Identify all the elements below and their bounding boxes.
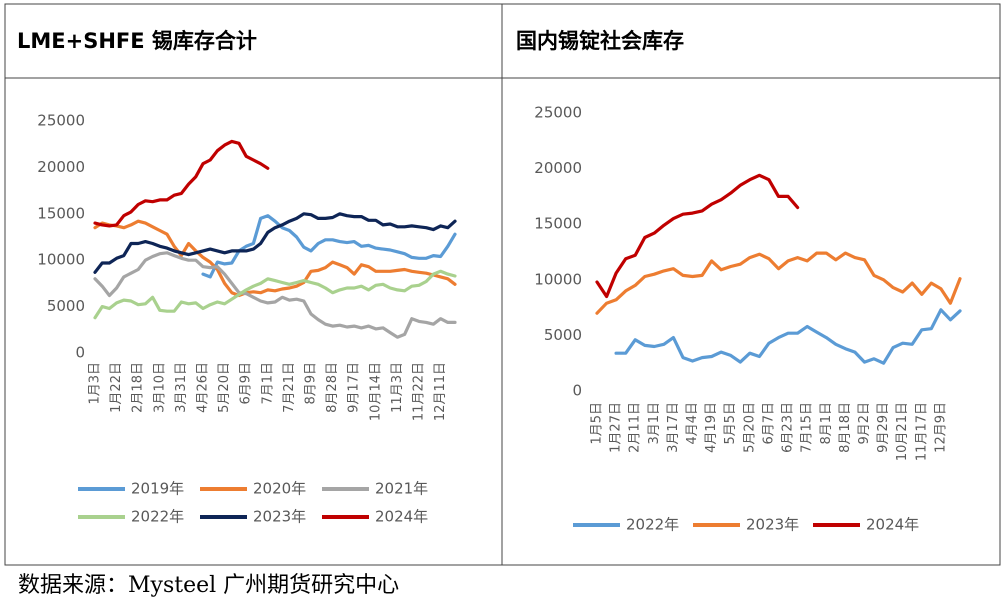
series-line xyxy=(93,139,270,228)
x-tick-label: 3月1日 xyxy=(647,402,662,445)
series-line xyxy=(595,173,800,299)
y-tick-label: 25000 xyxy=(37,112,85,130)
x-tick-label: 8月9日 xyxy=(304,362,319,405)
legend-label: 2020年 xyxy=(253,480,306,498)
x-tick-label: 9月29日 xyxy=(876,402,891,453)
y-tick-label: 20000 xyxy=(534,159,582,177)
x-tick-label: 1月3日 xyxy=(88,362,103,405)
x-tick-label: 6月23日 xyxy=(781,402,796,453)
x-tick-label: 6月7日 xyxy=(761,402,776,445)
legend-label: 2019年 xyxy=(131,480,184,498)
y-tick-label: 5000 xyxy=(47,297,85,315)
x-tick-label: 6月9日 xyxy=(239,362,254,405)
x-tick-label: 7月15日 xyxy=(800,402,815,453)
legend-label: 2021年 xyxy=(375,480,428,498)
series-line xyxy=(595,251,962,315)
x-tick-label: 5月20日 xyxy=(742,402,757,453)
x-tick-label: 1月5日 xyxy=(590,402,605,445)
y-tick-label: 5000 xyxy=(544,326,582,344)
x-tick-label: 8月1日 xyxy=(819,402,834,445)
chart-title: LME+SHFE 锡库存合计 xyxy=(17,29,257,53)
x-tick-label: 4月26日 xyxy=(196,362,211,413)
series-line xyxy=(93,251,457,339)
x-tick-label: 11月3日 xyxy=(390,362,405,413)
x-tick-label: 4月4日 xyxy=(685,402,700,445)
y-tick-label: 20000 xyxy=(37,158,85,176)
x-tick-label: 3月31日 xyxy=(174,362,189,413)
y-tick-label: 10000 xyxy=(534,270,582,288)
legend-label: 2022年 xyxy=(131,508,184,526)
x-tick-label: 11月17日 xyxy=(914,402,929,461)
x-tick-label: 2月18日 xyxy=(131,362,146,413)
x-tick-label: 2月11日 xyxy=(628,402,643,453)
legend-label: 2023年 xyxy=(746,516,799,534)
x-tick-label: 1月27日 xyxy=(609,402,624,453)
y-tick-label: 10000 xyxy=(37,251,85,269)
legend-label: 2022年 xyxy=(626,516,679,534)
x-tick-label: 11月22日 xyxy=(412,362,427,421)
x-tick-label: 3月17日 xyxy=(666,402,681,453)
y-tick-label: 15000 xyxy=(534,215,582,233)
x-tick-label: 10月21日 xyxy=(895,402,910,461)
x-tick-label: 3月10日 xyxy=(152,362,167,413)
x-tick-label: 8月28日 xyxy=(325,362,340,413)
x-tick-label: 12月11日 xyxy=(433,362,448,421)
series-line xyxy=(201,214,457,279)
y-tick-label: 0 xyxy=(75,344,85,362)
x-tick-label: 7月21日 xyxy=(282,362,297,413)
y-tick-label: 0 xyxy=(572,382,582,400)
y-tick-label: 15000 xyxy=(37,204,85,222)
x-tick-label: 5月5日 xyxy=(723,402,738,445)
series-line xyxy=(614,308,962,365)
series-line xyxy=(93,219,457,298)
legend-label: 2024年 xyxy=(375,508,428,526)
x-tick-label: 12月9日 xyxy=(933,402,948,453)
y-tick-label: 25000 xyxy=(534,104,582,122)
x-tick-label: 9月17日 xyxy=(347,362,362,413)
source-note: 数据来源：Mysteel 广州期货研究中心 xyxy=(18,573,399,598)
series-line xyxy=(93,212,457,274)
chart-title: 国内锡锭社会库存 xyxy=(516,29,684,53)
x-tick-label: 10月14日 xyxy=(368,362,383,421)
series-line xyxy=(93,269,457,320)
legend-label: 2024年 xyxy=(866,516,919,534)
x-tick-label: 5月20日 xyxy=(217,362,232,413)
x-tick-label: 7月1日 xyxy=(260,362,275,405)
x-tick-label: 9月2日 xyxy=(857,402,872,445)
x-tick-label: 4月19日 xyxy=(704,402,719,453)
legend-label: 2023年 xyxy=(253,508,306,526)
x-tick-label: 1月22日 xyxy=(109,362,124,413)
x-tick-label: 8月18日 xyxy=(838,402,853,453)
